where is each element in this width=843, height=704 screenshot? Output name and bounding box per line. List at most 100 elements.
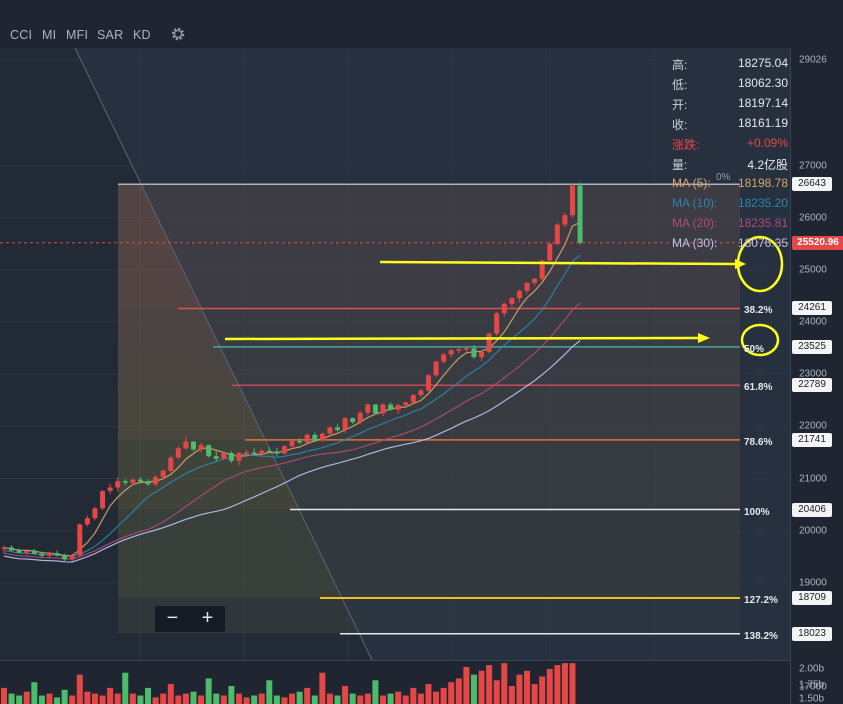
candle-body xyxy=(259,450,265,455)
volume-bar xyxy=(387,693,394,704)
info-row: 开: 18197.14 xyxy=(672,96,788,114)
candle-body xyxy=(562,215,568,225)
volume-bar xyxy=(137,695,144,704)
info-row: 高: 18275.04 xyxy=(672,56,788,74)
info-label: 收: xyxy=(672,118,688,132)
info-value: 18198.78 xyxy=(737,176,788,190)
fib-price-tag: 18709 xyxy=(792,591,832,606)
candle-body xyxy=(539,260,545,279)
gear-icon[interactable] xyxy=(170,26,186,42)
volume-bar xyxy=(114,693,121,704)
info-row: 量: 4.2亿股 xyxy=(672,156,788,174)
candle-body xyxy=(153,476,159,485)
fib-price-tag: 21741 xyxy=(792,432,832,447)
candle-body xyxy=(244,452,250,454)
info-value: 18161.19 xyxy=(737,116,788,130)
tab-kd[interactable]: KD xyxy=(133,28,151,42)
candle-body xyxy=(456,349,462,351)
volume-chart-svg xyxy=(1,663,576,704)
candle-body xyxy=(441,354,447,362)
info-value: 18275.04 xyxy=(737,56,788,70)
candle-body xyxy=(425,375,431,391)
volume-bar xyxy=(326,693,333,704)
fib-price-tag: 23525 xyxy=(792,339,832,354)
volume-chart[interactable] xyxy=(0,660,790,704)
fib-price-tag: 26643 xyxy=(792,177,832,192)
fib-label: 100% xyxy=(744,506,770,518)
info-value: +0.09% xyxy=(746,136,788,150)
candle-body xyxy=(236,453,242,461)
candle-body xyxy=(1,547,7,549)
volume-bar xyxy=(334,695,341,704)
annotations xyxy=(224,235,784,357)
volume-bar xyxy=(167,684,174,704)
volume-bar xyxy=(258,693,265,704)
fib-price-tag: 22789 xyxy=(792,378,832,393)
fib-label: 38.2% xyxy=(744,305,773,317)
volume-bar xyxy=(91,693,98,704)
indicator-toolbar: CCI MI MFI SAR KD xyxy=(0,0,843,48)
zoom-in-button[interactable]: + xyxy=(201,607,214,629)
candle-body xyxy=(251,452,257,455)
zoom-out-button[interactable]: − xyxy=(166,607,179,629)
candle-body xyxy=(221,453,227,459)
candle-body xyxy=(418,390,424,396)
candle-body xyxy=(100,491,106,509)
volume-bar xyxy=(357,695,364,704)
candle-body xyxy=(372,404,378,414)
volume-bar xyxy=(425,684,432,704)
candle-body xyxy=(137,479,143,482)
candle-body xyxy=(228,453,234,461)
tab-sar[interactable]: SAR xyxy=(97,28,124,42)
volume-bar xyxy=(243,697,250,704)
candle-body xyxy=(486,333,492,352)
volume-bar xyxy=(99,695,106,704)
candle-body xyxy=(388,404,394,410)
volume-bar xyxy=(16,695,23,704)
volume-bar xyxy=(198,695,205,704)
volume-bar xyxy=(531,684,538,704)
arrow-38-line xyxy=(379,260,736,266)
price-axis[interactable]: 29026 27000 26000 25000 24000 23000 22000 21000… xyxy=(790,48,843,704)
tab-mfi[interactable]: MFI xyxy=(66,28,89,42)
info-row: 低: 18062.30 xyxy=(672,76,788,94)
price-tick-label: 20000 xyxy=(799,525,827,537)
volume-bar xyxy=(417,693,424,704)
candle-body xyxy=(297,441,303,443)
candle-body xyxy=(145,481,151,485)
volume-bar xyxy=(107,687,114,704)
candle-body xyxy=(312,434,318,441)
info-value: 18076.35 xyxy=(737,236,788,250)
volume-bar xyxy=(220,695,227,704)
candle-body xyxy=(570,185,575,216)
tab-cci[interactable]: CCI xyxy=(10,28,33,42)
fib-price-tag: 18023 xyxy=(792,626,832,641)
zoom-control: − + xyxy=(155,606,225,632)
diagonal-line xyxy=(74,48,373,660)
volume-bar xyxy=(281,697,288,704)
volume-bar xyxy=(455,678,462,704)
candle-body xyxy=(107,487,113,492)
candle-body xyxy=(479,351,485,358)
volume-tick-label: 1.50b xyxy=(799,693,825,704)
arrow-61-head xyxy=(698,333,710,343)
candle-body xyxy=(509,298,515,304)
volume-bar xyxy=(129,693,136,704)
tab-mi[interactable]: MI xyxy=(42,28,57,42)
fib-label: 61.8% xyxy=(744,382,773,394)
candle-body xyxy=(191,441,196,450)
volume-bar xyxy=(175,695,182,704)
candle-body xyxy=(365,404,371,413)
volume-bar xyxy=(8,693,15,704)
candle-body xyxy=(92,508,98,519)
volume-bar xyxy=(61,689,68,704)
candle-body xyxy=(532,278,538,283)
price-tick-label: 21000 xyxy=(799,473,827,485)
volume-bar xyxy=(1,687,7,704)
fib-label: 127.2% xyxy=(744,595,778,607)
arrow-61-line xyxy=(224,336,699,341)
volume-bar xyxy=(304,687,311,704)
price-tick-label: 19000 xyxy=(799,577,827,589)
volume-bar xyxy=(160,693,167,704)
candle-body xyxy=(16,550,22,553)
